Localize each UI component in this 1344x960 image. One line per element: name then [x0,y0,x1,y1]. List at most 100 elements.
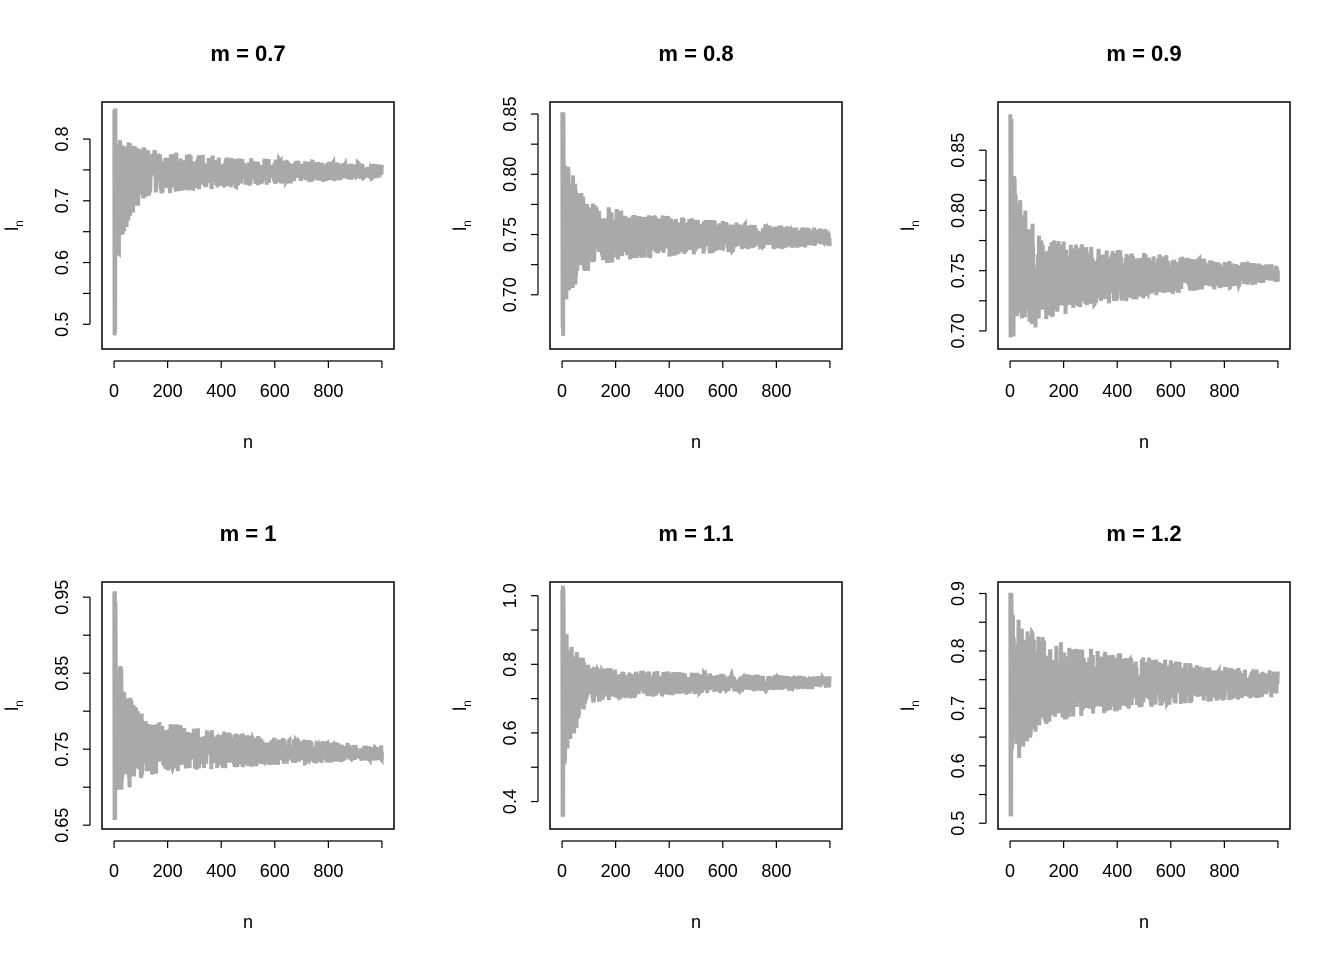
x-tick-label: 600 [708,861,738,881]
y-tick-label: 0.4 [500,789,520,814]
plot-frame [997,581,1291,830]
plot-frame [101,581,395,830]
x-tick-label: 400 [654,381,684,401]
x-tick-label: 400 [1102,861,1132,881]
plot-frame [549,581,843,830]
panel-6: 0 200 400 600 800 0.5 0.6 0.7 0.8 0.9 m = 1.2 n ln [898,521,1291,932]
series-line [1008,592,1280,817]
x-axis: 0 200 400 600 800 [557,360,831,401]
y-tick-label: 0.65 [52,808,72,843]
y-tick-label: 0.75 [52,732,72,767]
x-tick-label: 800 [1209,381,1239,401]
x-axis-title: n [691,912,701,932]
y-tick-label: 0.85 [948,133,968,168]
x-axis-title: n [1139,432,1149,452]
x-tick-label: 0 [109,861,119,881]
x-axis-title: n [691,432,701,452]
series-line [560,112,832,336]
y-tick-label: 0.8 [500,652,520,677]
series-line [112,591,384,820]
panel-title: m = 1.2 [1106,521,1181,546]
x-tick-label: 0 [1005,381,1015,401]
x-tick-label: 400 [654,861,684,881]
series-line [112,108,384,336]
plot-frame [997,101,1291,350]
x-tick-label: 0 [557,381,567,401]
y-tick-label: 0.80 [948,193,968,228]
panel-1: 0 200 400 600 800 0.5 0.6 0.7 0.8 m = 0.7 n ln [2,41,395,452]
y-tick-label: 0.7 [948,696,968,721]
x-tick-label: 600 [260,861,290,881]
x-tick-label: 600 [1156,381,1186,401]
y-tick-label: 0.75 [500,217,520,252]
x-axis-title: n [243,432,253,452]
series-line [1008,114,1280,338]
x-tick-label: 600 [260,381,290,401]
y-tick-label: 0.9 [948,581,968,606]
y-tick-label: 0.7 [52,188,72,213]
y-tick-label: 0.80 [500,157,520,192]
panel-title: m = 0.7 [210,41,285,66]
x-axis-title: n [243,912,253,932]
y-axis: 0.4 0.6 0.8 1.0 [500,583,539,814]
panel-title: m = 0.9 [1106,41,1181,66]
x-tick-label: 200 [601,381,631,401]
y-axis: 0.65 0.75 0.85 0.95 [52,580,91,843]
x-tick-label: 200 [601,861,631,881]
x-tick-label: 400 [206,861,236,881]
series-line [560,585,832,817]
y-axis-title: ln [898,220,922,231]
y-tick-label: 0.75 [948,253,968,288]
y-axis-title: ln [2,700,26,711]
x-tick-label: 200 [153,381,183,401]
x-axis: 0 200 400 600 800 [1005,360,1279,401]
y-axis-title: ln [450,220,474,231]
x-axis: 0 200 400 600 800 [109,360,383,401]
panel-2: 0 200 400 600 800 0.70 0.75 0.80 0.85 m = 0.8 n ln [450,41,843,452]
panel-3: 0 200 400 600 800 0.70 0.75 0.80 0.85 m = 0.9 n ln [898,41,1291,452]
y-axis-title: ln [2,220,26,231]
x-tick-label: 0 [1005,861,1015,881]
x-axis: 0 200 400 600 800 [1005,840,1279,881]
y-axis-title: ln [898,700,922,711]
x-tick-label: 800 [1209,861,1239,881]
y-axis: 0.70 0.75 0.80 0.85 [500,97,539,312]
x-axis: 0 200 400 600 800 [557,840,831,881]
panel-title: m = 1 [220,521,277,546]
x-tick-label: 200 [153,861,183,881]
plot-frame [101,101,395,350]
x-tick-label: 200 [1049,861,1079,881]
x-tick-label: 800 [761,381,791,401]
panel-title: m = 0.8 [658,41,733,66]
y-axis-title: ln [450,700,474,711]
x-tick-label: 600 [708,381,738,401]
y-tick-label: 0.85 [52,656,72,691]
y-tick-label: 0.6 [948,753,968,778]
y-axis: 0.5 0.6 0.7 0.8 [52,127,91,337]
y-tick-label: 0.70 [948,313,968,348]
panel-4: 0 200 400 600 800 0.65 0.75 0.85 0.95 m = 1 n ln [2,521,395,932]
y-tick-label: 0.95 [52,580,72,615]
x-tick-label: 0 [557,861,567,881]
x-tick-label: 600 [1156,861,1186,881]
y-tick-label: 0.5 [52,312,72,337]
x-tick-label: 400 [206,381,236,401]
x-tick-label: 800 [313,381,343,401]
y-tick-label: 0.8 [948,638,968,663]
y-tick-label: 0.70 [500,277,520,312]
y-tick-label: 0.8 [52,127,72,152]
panel-title: m = 1.1 [658,521,733,546]
x-tick-label: 0 [109,381,119,401]
plot-frame [549,101,843,350]
x-axis: 0 200 400 600 800 [109,840,383,881]
x-tick-label: 800 [761,861,791,881]
x-axis-title: n [1139,912,1149,932]
y-tick-label: 0.6 [52,250,72,275]
y-tick-label: 0.6 [500,720,520,745]
x-tick-label: 400 [1102,381,1132,401]
panel-5: 0 200 400 600 800 0.4 0.6 0.8 1.0 m = 1.1 n ln [450,521,843,932]
y-tick-label: 0.5 [948,811,968,836]
y-axis: 0.70 0.75 0.80 0.85 [948,133,987,348]
y-tick-label: 0.85 [500,97,520,132]
